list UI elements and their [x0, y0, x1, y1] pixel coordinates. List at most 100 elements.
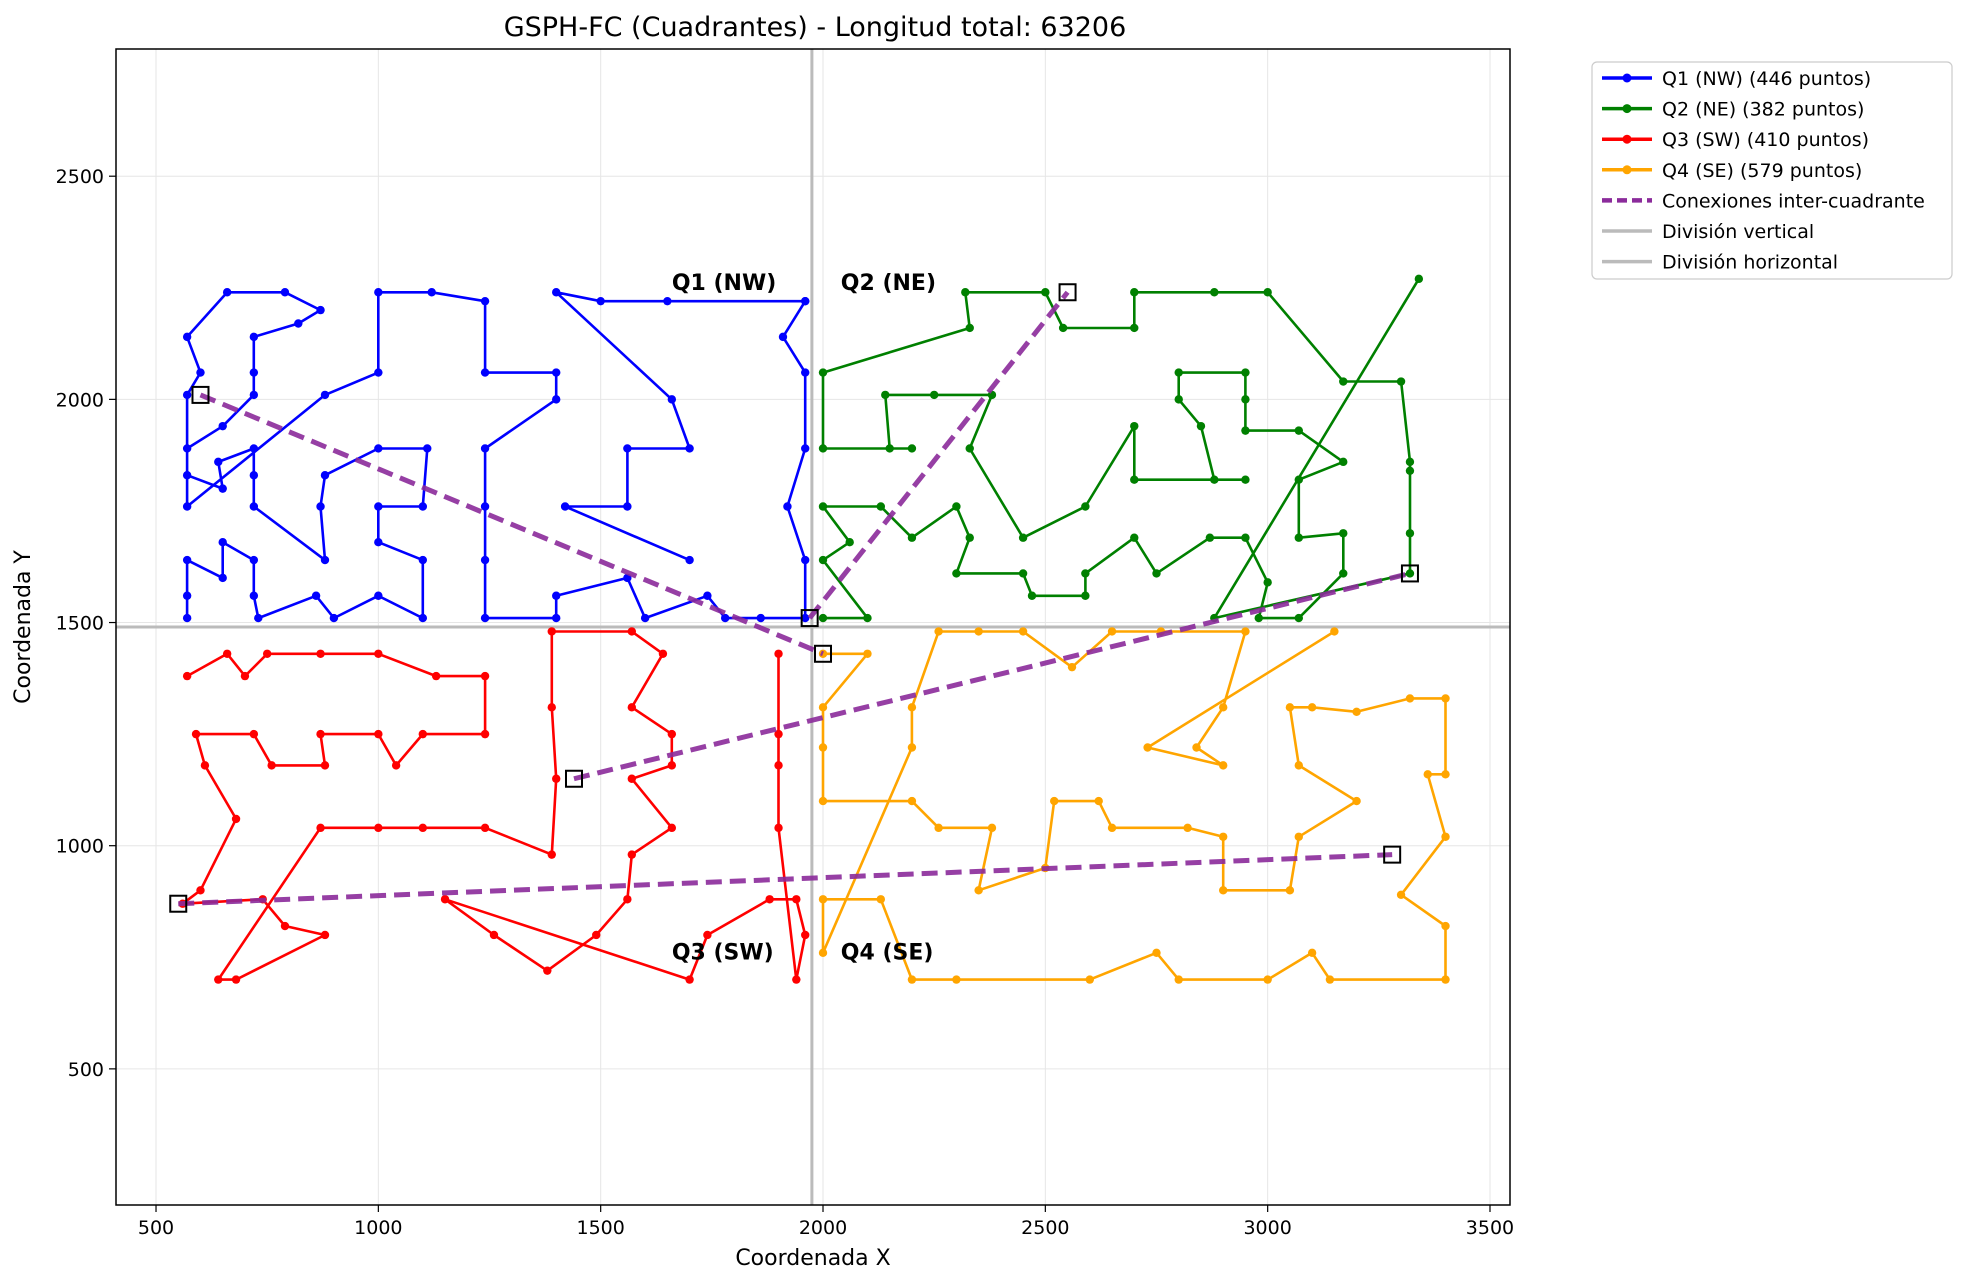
series-point-q2	[1081, 502, 1090, 511]
series-point-q3	[667, 761, 677, 770]
series-point-q4	[1218, 703, 1228, 712]
series-point-q1	[801, 368, 810, 377]
series-point-q4	[974, 627, 983, 636]
series-point-q4	[1218, 761, 1228, 770]
series-point-q4	[1405, 694, 1415, 703]
series-point-q3	[552, 774, 561, 783]
series-point-q3	[547, 703, 556, 712]
series-point-q1	[249, 332, 259, 342]
series-line-q3	[181, 630, 807, 981]
connection-endpoint-marker	[1383, 845, 1402, 864]
series-point-q2	[1196, 421, 1206, 431]
series-point-q3	[623, 895, 632, 904]
series-point-q3	[374, 649, 383, 658]
series-point-q2	[1081, 591, 1090, 600]
connection-line	[199, 392, 824, 657]
series-point-q1	[801, 613, 810, 623]
series-point-q1	[480, 368, 490, 377]
series-point-q3	[792, 895, 801, 904]
series-point-q2	[1041, 288, 1050, 297]
series-point-q3	[480, 671, 490, 681]
series-point-q1	[663, 296, 672, 306]
series-point-q3	[792, 975, 801, 984]
series-point-q2	[1130, 421, 1139, 431]
series-point-q3	[480, 823, 490, 833]
series-point-q4	[1307, 948, 1317, 958]
series-point-q2	[885, 444, 894, 453]
series-point-q3	[685, 975, 694, 984]
series-point-q4	[974, 886, 983, 895]
series-point-q3	[658, 649, 668, 658]
x-axis-ticks: 500 1000 1500 2000 2500 3000 3500	[138, 1205, 1514, 1239]
series-point-q2	[965, 444, 974, 453]
series-point-q3	[240, 671, 250, 681]
series-point-q2	[1241, 368, 1250, 377]
series-point-q2	[1405, 569, 1415, 578]
series-point-q1	[418, 613, 428, 623]
series-point-q1	[801, 555, 810, 565]
series-point-q4	[1307, 703, 1317, 712]
series-point-q1	[720, 613, 730, 623]
series-point-q1	[685, 444, 694, 453]
legend-marker	[1622, 165, 1632, 175]
series-point-q3	[592, 930, 601, 940]
connections-group	[169, 283, 1419, 913]
series-point-q3	[391, 761, 401, 770]
series-point-q3	[440, 895, 450, 904]
series-point-q3	[418, 729, 428, 739]
series-point-q1	[703, 591, 712, 600]
series-point-q3	[627, 850, 637, 859]
legend-marker	[1622, 104, 1632, 114]
series-point-q3	[231, 814, 241, 824]
series-point-q3	[320, 761, 330, 770]
series-point-q2	[876, 502, 886, 511]
series-point-q2	[1130, 288, 1139, 297]
series-point-q2	[1339, 457, 1348, 467]
series-point-q1	[480, 444, 490, 453]
series-point-q1	[623, 502, 632, 511]
series-point-q1	[552, 591, 561, 600]
y-axis-label: Coordenada Y	[11, 550, 36, 704]
series-point-q4	[876, 895, 886, 904]
series-point-q1	[249, 591, 259, 600]
series-point-q1	[182, 390, 192, 400]
series-point-q2	[1294, 533, 1303, 542]
series-point-q4	[1441, 921, 1450, 931]
series-point-q2	[965, 533, 974, 542]
y-tick-label: 2000	[56, 389, 104, 411]
series-point-q2	[952, 502, 961, 511]
series-point-q1	[182, 444, 192, 453]
series-point-q4	[1218, 886, 1228, 895]
series-line-q4	[821, 630, 1447, 981]
series-point-q2	[1294, 426, 1303, 435]
quadrant-labels: Q1 (NW) Q2 (NE) Q3 (SW) Q4 (SE)	[672, 271, 936, 965]
series-point-q1	[182, 555, 192, 565]
series-point-q3	[703, 930, 712, 940]
series-point-q3	[667, 729, 677, 739]
series-point-q4	[863, 649, 872, 658]
series-point-q3	[316, 823, 325, 833]
series-point-q2	[1405, 457, 1415, 467]
series-point-q1	[218, 573, 227, 583]
series-point-q2	[1339, 377, 1348, 386]
series-point-q2	[1263, 288, 1272, 297]
connection-endpoint-marker	[1400, 564, 1419, 583]
series-point-q2	[1241, 426, 1250, 435]
series-point-q2	[1174, 368, 1183, 377]
series-point-q4	[1241, 627, 1250, 636]
quadrant-label: Q1 (NW)	[672, 271, 776, 296]
series-point-q2	[818, 502, 828, 511]
series-point-q4	[934, 823, 943, 833]
series-point-q4	[1018, 627, 1028, 636]
series-point-q1	[222, 288, 232, 297]
series-point-q3	[262, 649, 272, 658]
series-point-q3	[374, 729, 383, 739]
series-point-q1	[249, 444, 259, 453]
series-point-q2	[1241, 395, 1250, 404]
series-point-q1	[320, 390, 330, 400]
series-point-q2	[881, 390, 890, 400]
series-point-q1	[218, 537, 227, 547]
series-point-q2	[929, 390, 939, 400]
connection-line	[807, 290, 1070, 620]
series-point-q2	[1294, 475, 1303, 484]
